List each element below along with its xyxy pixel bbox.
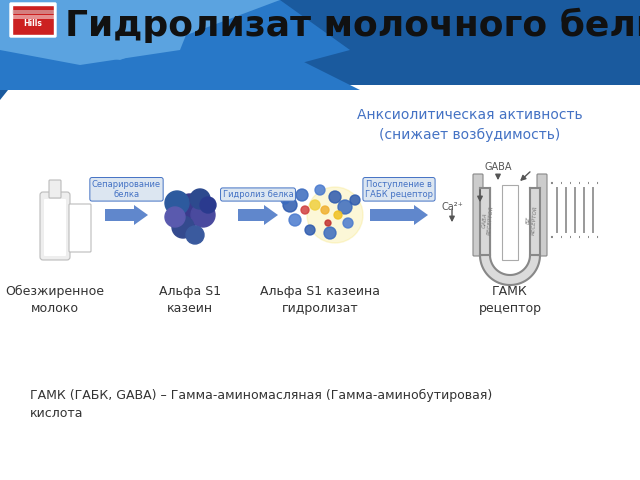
Text: Альфа S1
казеин: Альфа S1 казеин — [159, 285, 221, 315]
Circle shape — [580, 233, 588, 240]
Bar — [12, 11, 54, 14]
Polygon shape — [0, 0, 80, 100]
Polygon shape — [238, 205, 278, 225]
Text: GABA
RECEPTOR: GABA RECEPTOR — [481, 204, 495, 235]
Text: Сепарирование
белка: Сепарирование белка — [92, 180, 161, 199]
Text: BZ
RECEPTOR: BZ RECEPTOR — [525, 204, 539, 235]
Text: GABA: GABA — [484, 162, 512, 172]
Circle shape — [338, 200, 352, 214]
Text: Обезжиренное
молоко: Обезжиренное молоко — [6, 285, 104, 315]
Circle shape — [174, 194, 206, 226]
FancyBboxPatch shape — [69, 204, 91, 252]
FancyBboxPatch shape — [44, 199, 66, 256]
Circle shape — [165, 207, 185, 227]
Polygon shape — [0, 0, 200, 65]
Circle shape — [165, 191, 189, 215]
FancyBboxPatch shape — [49, 180, 61, 198]
Circle shape — [325, 220, 331, 226]
Circle shape — [191, 203, 215, 227]
Circle shape — [315, 185, 325, 195]
Text: Гидролиз белка: Гидролиз белка — [223, 190, 293, 199]
Circle shape — [580, 180, 588, 187]
Circle shape — [310, 200, 320, 210]
Circle shape — [172, 216, 194, 238]
Circle shape — [324, 227, 336, 239]
Circle shape — [563, 233, 570, 240]
Circle shape — [572, 233, 579, 240]
Circle shape — [200, 197, 216, 213]
Circle shape — [283, 198, 297, 212]
Polygon shape — [0, 0, 280, 60]
Circle shape — [301, 206, 309, 214]
Circle shape — [589, 180, 596, 187]
Circle shape — [572, 180, 579, 187]
FancyBboxPatch shape — [537, 174, 547, 256]
Circle shape — [296, 189, 308, 201]
Circle shape — [307, 187, 363, 243]
Circle shape — [350, 195, 360, 205]
Circle shape — [589, 233, 596, 240]
FancyBboxPatch shape — [502, 185, 518, 260]
FancyBboxPatch shape — [0, 0, 640, 85]
Polygon shape — [0, 0, 360, 90]
Polygon shape — [480, 188, 490, 255]
Text: Поступление в
ГАБК рецептор: Поступление в ГАБК рецептор — [365, 180, 433, 199]
Circle shape — [186, 226, 204, 244]
Polygon shape — [0, 0, 350, 90]
Text: Гидролизат молочного белка: Гидролизат молочного белка — [65, 7, 640, 43]
FancyBboxPatch shape — [40, 192, 70, 260]
Circle shape — [343, 218, 353, 228]
Polygon shape — [480, 255, 540, 285]
Text: ГАМК (ГАБК, GABA) – Гамма-аминомасляная (Гамма-аминобутировая)
кислота: ГАМК (ГАБК, GABA) – Гамма-аминомасляная … — [30, 389, 492, 420]
Circle shape — [321, 206, 329, 214]
Text: Ca²⁺: Ca²⁺ — [441, 202, 463, 212]
Circle shape — [305, 225, 315, 235]
Circle shape — [289, 214, 301, 226]
Text: Анксиолитическая активность
(снижает возбудимость): Анксиолитическая активность (снижает воз… — [357, 108, 583, 143]
Circle shape — [334, 211, 342, 219]
Polygon shape — [105, 205, 148, 225]
Circle shape — [563, 180, 570, 187]
Circle shape — [190, 189, 210, 209]
FancyBboxPatch shape — [71, 208, 89, 250]
FancyBboxPatch shape — [473, 174, 483, 256]
FancyBboxPatch shape — [10, 3, 56, 37]
Circle shape — [281, 196, 289, 204]
Polygon shape — [370, 205, 428, 225]
Circle shape — [554, 180, 561, 187]
Polygon shape — [530, 188, 540, 255]
Circle shape — [554, 233, 561, 240]
Text: ГАМК
рецептор: ГАМК рецептор — [479, 285, 541, 315]
FancyBboxPatch shape — [12, 5, 54, 36]
Circle shape — [329, 191, 341, 203]
Bar — [12, 15, 54, 19]
Text: Hills: Hills — [24, 20, 42, 28]
Text: Альфа S1 казеина
гидролизат: Альфа S1 казеина гидролизат — [260, 285, 380, 315]
Bar — [0, 60, 640, 480]
